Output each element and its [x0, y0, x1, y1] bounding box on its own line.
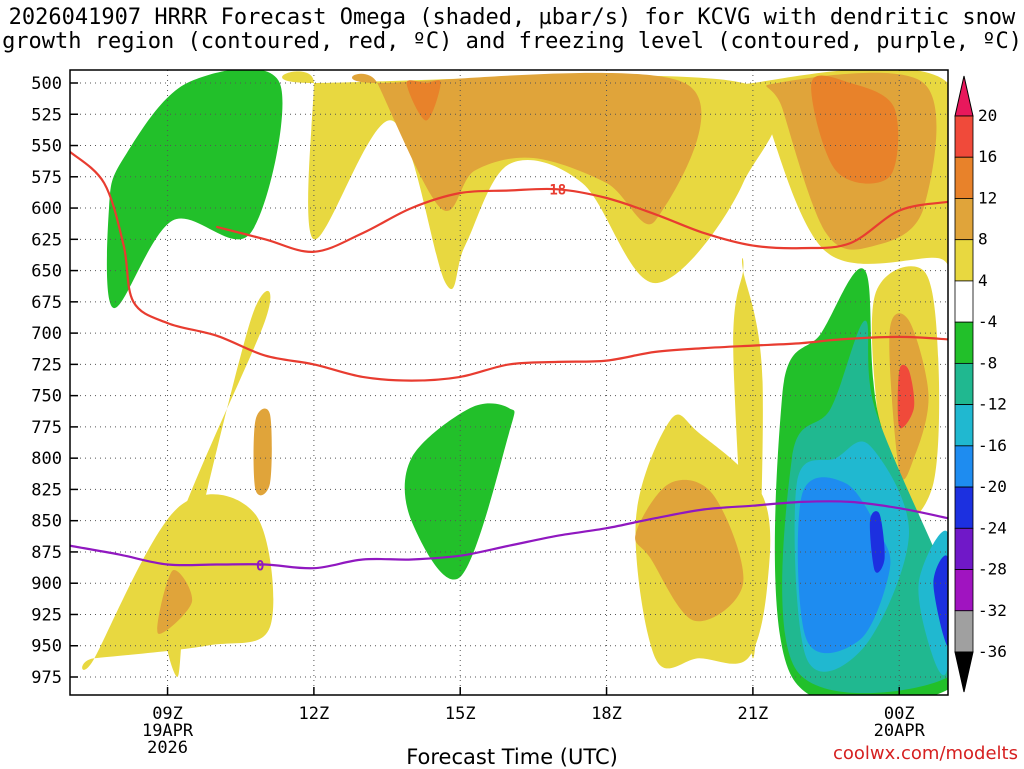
- omega-region-9: [635, 479, 744, 622]
- colorbar-cell: [954, 362, 974, 406]
- y-tick-label: 875: [31, 543, 62, 563]
- colorbar-cell: [954, 486, 974, 529]
- colorbar-cell: [954, 156, 974, 199]
- y-tick-label: 725: [31, 355, 62, 375]
- omega-region-16: [106, 70, 283, 309]
- colorbar-cell: [954, 404, 974, 447]
- colorbar-label: -8: [978, 353, 997, 372]
- y-tick-label: 650: [31, 262, 62, 282]
- colorbar-label: 20: [978, 106, 997, 125]
- colorbar-label: 8: [978, 230, 988, 249]
- colorbar-cell: [954, 445, 974, 488]
- colorbar-label: -16: [978, 436, 1007, 455]
- colorbar-cell: [954, 115, 974, 158]
- omega-region-22: [869, 511, 885, 573]
- colorbar-cell: [954, 569, 974, 612]
- colorbar-label: 16: [978, 147, 997, 166]
- y-tick-label: 675: [31, 293, 62, 313]
- omega-region-21: [797, 477, 891, 654]
- y-tick-label: 775: [31, 418, 62, 438]
- colorbar-label: -36: [978, 642, 1007, 661]
- colorbar-label: -4: [978, 312, 997, 331]
- y-tick-label: 575: [31, 168, 62, 188]
- colorbar-label: -12: [978, 395, 1007, 414]
- y-tick-label: 825: [31, 480, 62, 500]
- x-tick-label: 15Z: [445, 704, 476, 724]
- y-tick-label: 625: [31, 230, 62, 250]
- omega-region-17: [404, 403, 515, 580]
- y-tick-label: 925: [31, 605, 62, 625]
- colorbar-label: -20: [978, 477, 1007, 496]
- y-tick-label: 500: [31, 74, 62, 94]
- plot-frame: [69, 69, 949, 696]
- y-tick-label: 800: [31, 449, 62, 469]
- omega-region-2: [157, 570, 193, 634]
- y-tick-label: 750: [31, 387, 62, 407]
- omega-region-15: [897, 364, 915, 429]
- y-tick-label: 900: [31, 574, 62, 594]
- colorbar-cell: [954, 610, 974, 653]
- contour-0: [70, 150, 948, 382]
- contour-1: [216, 187, 948, 253]
- y-tick-label: 550: [31, 137, 62, 157]
- y-tick-label: 700: [31, 324, 62, 344]
- chart-title: 2026041907 HRRR Forecast Omega (shaded, …: [2, 5, 1022, 54]
- x-tick-year: 2026: [147, 738, 188, 758]
- contour-label: 0: [256, 559, 264, 575]
- colorbar-cell: [954, 527, 974, 570]
- colorbar-label: -28: [978, 560, 1007, 579]
- colorbar-bottom-arrow: [954, 651, 974, 693]
- colorbar-cell: [954, 198, 974, 241]
- colorbar-label: 4: [978, 271, 988, 290]
- y-tick-label: 950: [31, 637, 62, 657]
- colorbar-label: 12: [978, 188, 997, 207]
- y-tick-label: 850: [31, 512, 62, 532]
- colorbar-cell: [954, 239, 974, 282]
- omega-region-3: [253, 408, 272, 496]
- omega-region-5: [352, 72, 702, 225]
- x-tick-date: 19APR: [142, 721, 194, 741]
- x-tick-label: 12Z: [299, 704, 330, 724]
- y-tick-label: 975: [31, 668, 62, 688]
- x-tick-label: 21Z: [738, 704, 769, 724]
- omega-region-24: [933, 555, 948, 646]
- y-tick-label: 600: [31, 199, 62, 219]
- colorbar-cell: [954, 321, 974, 364]
- x-tick-label: 00Z: [884, 704, 915, 724]
- omega-region-6: [406, 80, 441, 121]
- colorbar-label: -24: [978, 518, 1007, 537]
- x-tick-date: 20APR: [874, 721, 926, 741]
- x-tick-label: 09Z: [152, 704, 183, 724]
- y-tick-label: 525: [31, 105, 62, 125]
- colorbar-label: -32: [978, 601, 1007, 620]
- x-tick-label: 18Z: [591, 704, 622, 724]
- x-axis-label: Forecast Time (UTC): [406, 745, 618, 769]
- colorbar-cell: [954, 280, 974, 323]
- colorbar-top-arrow: [954, 75, 974, 117]
- contour-2: [70, 500, 948, 570]
- omega-region-12: [811, 75, 899, 184]
- credit-text: coolwx.com/modelts: [832, 743, 1018, 764]
